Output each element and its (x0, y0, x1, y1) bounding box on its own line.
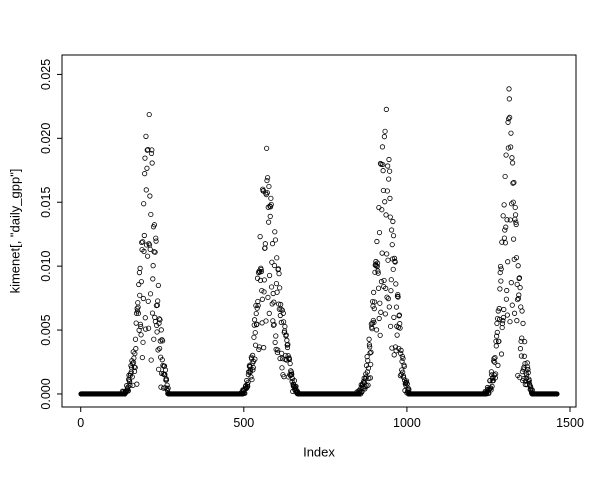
x-axis-title: Index (303, 444, 335, 460)
x-tick-label: 500 (233, 416, 254, 430)
scatter-points (78, 86, 560, 397)
plot-box (61, 54, 577, 408)
x-tick-label: 1500 (556, 416, 584, 430)
y-tick-label: 0.020 (39, 123, 53, 154)
x-tick-label: 0 (77, 416, 84, 430)
y-tick-label: 0.025 (39, 59, 53, 90)
y-tick-label: 0.005 (39, 314, 53, 345)
y-tick-label: 0.010 (39, 250, 53, 281)
y-tick-label: 0.000 (39, 378, 53, 409)
x-tick-label: 1000 (393, 416, 421, 430)
y-tick-label: 0.015 (39, 187, 53, 218)
